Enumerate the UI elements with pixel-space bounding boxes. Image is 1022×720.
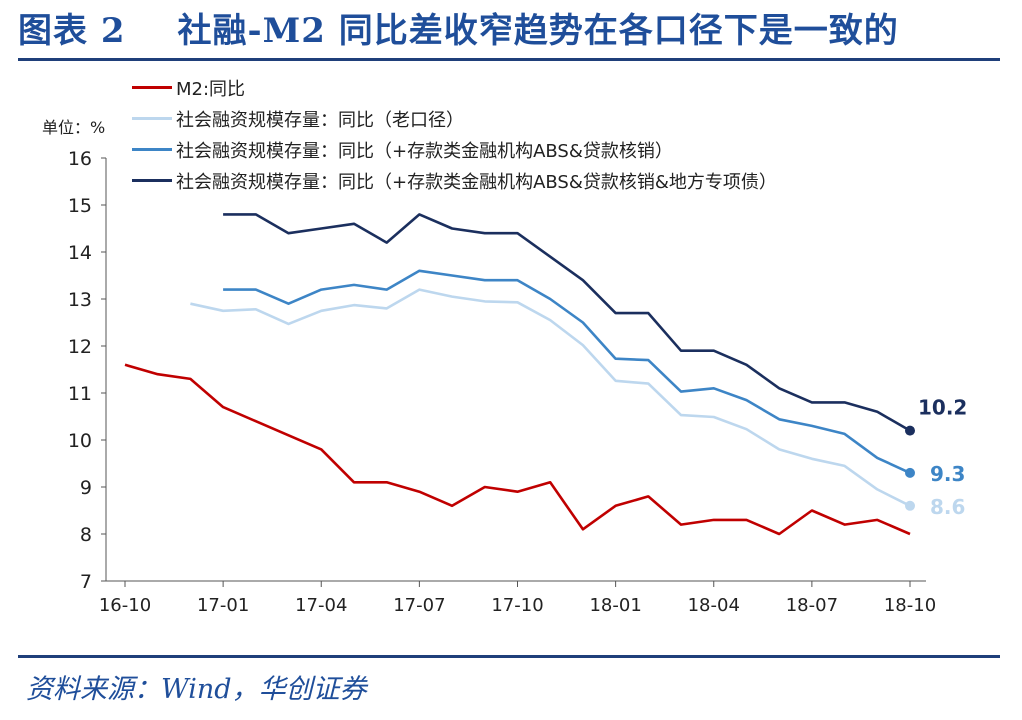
legend-label: M2:同比 bbox=[176, 78, 246, 100]
x-tick-label: 17-10 bbox=[491, 595, 543, 616]
end-label-3: 10.2 bbox=[918, 396, 967, 420]
source-rule bbox=[18, 655, 1000, 658]
y-tick-label: 10 bbox=[68, 430, 92, 452]
figure-number: 图表 2 bbox=[18, 11, 126, 51]
y-tick-label: 13 bbox=[68, 289, 92, 311]
y-tick-label: 8 bbox=[80, 524, 92, 546]
legend-swatch-old bbox=[132, 117, 172, 120]
x-tick-label: 17-01 bbox=[197, 595, 249, 616]
legend-swatch-abs bbox=[132, 148, 172, 151]
x-tick-label: 18-01 bbox=[589, 595, 641, 616]
y-tick-label: 14 bbox=[68, 242, 92, 264]
legend: M2:同比 社会融资规模存量：同比（老口径） 社会融资规模存量：同比（+存款类金… bbox=[132, 72, 777, 196]
y-tick-label: 9 bbox=[80, 477, 92, 499]
x-tick-label: 18-07 bbox=[786, 595, 838, 616]
x-tick-label: 17-04 bbox=[295, 595, 347, 616]
legend-item-abs: 社会融资规模存量：同比（+存款类金融机构ABS&贷款核销） bbox=[132, 134, 777, 165]
end-label-1: 8.6 bbox=[930, 495, 965, 519]
legend-label: 社会融资规模存量：同比（+存款类金融机构ABS&贷款核销&地方专项债） bbox=[176, 171, 777, 193]
x-tick-label: 18-04 bbox=[688, 595, 740, 616]
figure-title-text: 社融-M2 同比差收窄趋势在各口径下是一致的 bbox=[177, 11, 899, 51]
x-tick-label: 18-10 bbox=[884, 595, 936, 616]
source-note: 资料来源：Wind，华创证券 bbox=[26, 674, 367, 705]
legend-item-m2: M2:同比 bbox=[132, 72, 777, 103]
legend-label: 社会融资规模存量：同比（老口径） bbox=[176, 109, 464, 131]
legend-item-old: 社会融资规模存量：同比（老口径） bbox=[132, 103, 777, 134]
series-line-3 bbox=[223, 213, 911, 432]
legend-swatch-local bbox=[132, 179, 172, 182]
end-label-2: 9.3 bbox=[930, 462, 965, 486]
series-line-1 bbox=[190, 288, 911, 507]
y-tick-label: 16 bbox=[68, 148, 92, 170]
x-tick-label: 17-07 bbox=[393, 595, 445, 616]
x-tick-label: 16-10 bbox=[99, 595, 151, 616]
y-tick-label: 15 bbox=[68, 195, 92, 217]
y-tick-label: 12 bbox=[68, 336, 92, 358]
legend-item-local: 社会融资规模存量：同比（+存款类金融机构ABS&贷款核销&地方专项债） bbox=[132, 165, 777, 196]
y-tick-label: 11 bbox=[68, 383, 92, 405]
title-rule bbox=[18, 58, 1000, 61]
chart-title: 图表 2 社融-M2 同比差收窄趋势在各口径下是一致的 bbox=[18, 6, 1008, 56]
legend-label: 社会融资规模存量：同比（+存款类金融机构ABS&贷款核销） bbox=[176, 140, 673, 162]
series-line-2 bbox=[223, 269, 911, 475]
end-point-1 bbox=[905, 500, 915, 511]
end-point-3 bbox=[905, 425, 915, 436]
line-chart: 7 8 9 10 11 12 13 14 15 16 16-10 17-01 17-04 17-07 17-… bbox=[68, 148, 968, 616]
end-point-2 bbox=[905, 467, 915, 478]
y-tick-label: 7 bbox=[80, 571, 92, 593]
legend-swatch-m2 bbox=[132, 86, 172, 89]
y-unit-label: 单位：% bbox=[42, 118, 106, 137]
series-line-0 bbox=[124, 363, 911, 536]
